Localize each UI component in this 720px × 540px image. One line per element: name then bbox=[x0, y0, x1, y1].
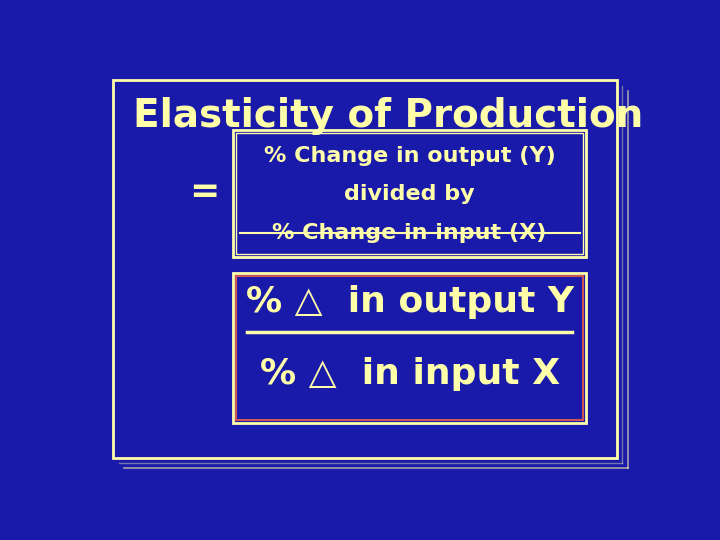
Text: % △  in input X: % △ in input X bbox=[260, 357, 559, 391]
Text: % Change in input (X): % Change in input (X) bbox=[272, 222, 547, 242]
Text: divided by: divided by bbox=[344, 184, 475, 204]
Text: =: = bbox=[189, 175, 220, 209]
Text: % △  in output Y: % △ in output Y bbox=[246, 285, 574, 319]
Bar bbox=[233, 273, 586, 423]
Bar bbox=[233, 130, 586, 257]
Text: % Change in output (Y): % Change in output (Y) bbox=[264, 146, 556, 166]
Text: Elasticity of Production: Elasticity of Production bbox=[132, 97, 643, 135]
Bar bbox=[236, 133, 583, 254]
Bar bbox=[236, 276, 583, 420]
